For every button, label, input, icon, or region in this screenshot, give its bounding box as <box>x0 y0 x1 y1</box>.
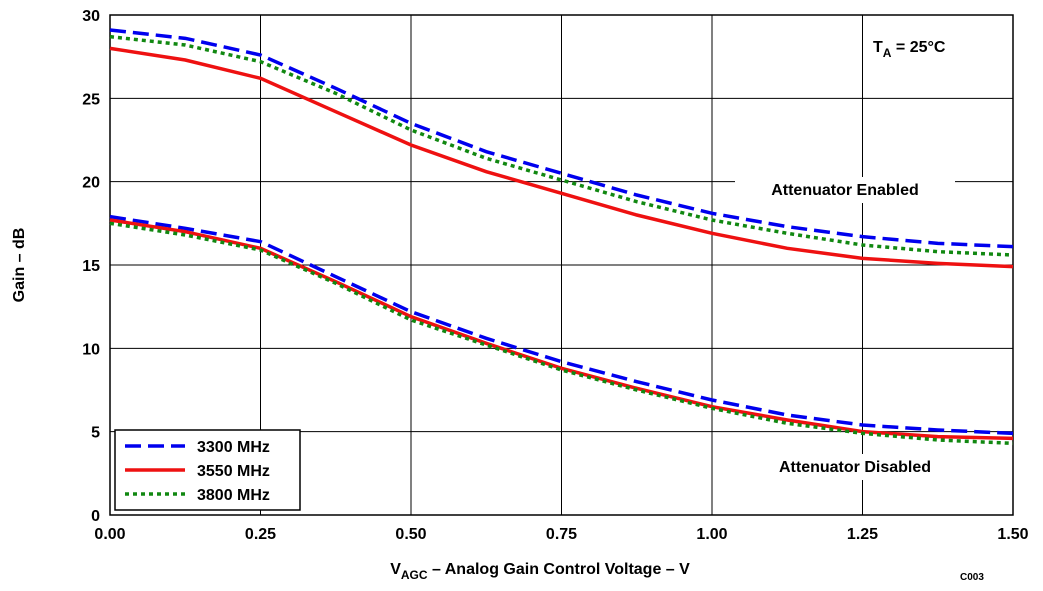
y-tick-label: 0 <box>91 508 100 525</box>
x-label-sub: AGC <box>401 568 428 582</box>
y-tick-label: 20 <box>82 175 100 192</box>
x-label-rest: – Analog Gain Control Voltage – V <box>428 561 691 578</box>
x-tick-label: 0.50 <box>395 526 426 543</box>
y-tick-label: 10 <box>82 341 100 358</box>
legend-label: 3550 MHz <box>197 463 270 480</box>
y-tick-label: 30 <box>82 8 100 25</box>
legend-label: 3300 MHz <box>197 439 270 456</box>
condition-rest: = 25°C <box>891 39 945 56</box>
annotation: Attenuator Enabled <box>771 182 919 199</box>
legend-label: 3800 MHz <box>197 487 270 504</box>
annotation: Attenuator Disabled <box>779 459 931 476</box>
x-axis-label: VAGC – Analog Gain Control Voltage – V <box>390 561 690 582</box>
series-line <box>109 34 1014 257</box>
x-tick-label: 1.50 <box>997 526 1028 543</box>
annotation-bg <box>745 454 965 480</box>
series-line <box>109 28 1014 249</box>
y-tick-label: 15 <box>82 258 100 275</box>
annotation-bg <box>735 177 955 203</box>
x-tick-label: 0.75 <box>546 526 577 543</box>
y-tick-label: 5 <box>91 425 100 442</box>
y-axis-label: Gain – dB <box>11 228 28 303</box>
series-line <box>109 46 1014 269</box>
series-line <box>109 214 1014 436</box>
x-label-main: V <box>390 561 401 578</box>
x-tick-label: 1.00 <box>696 526 727 543</box>
x-tick-label: 1.25 <box>847 526 878 543</box>
y-tick-label: 25 <box>82 91 100 108</box>
condition-label: TA = 25°C <box>873 39 946 60</box>
condition-sub: A <box>883 46 892 60</box>
x-tick-label: 0.00 <box>94 526 125 543</box>
figure-id: C003 <box>960 572 984 583</box>
condition-main: T <box>873 39 883 56</box>
x-tick-label: 0.25 <box>245 526 276 543</box>
series-line <box>109 221 1014 446</box>
